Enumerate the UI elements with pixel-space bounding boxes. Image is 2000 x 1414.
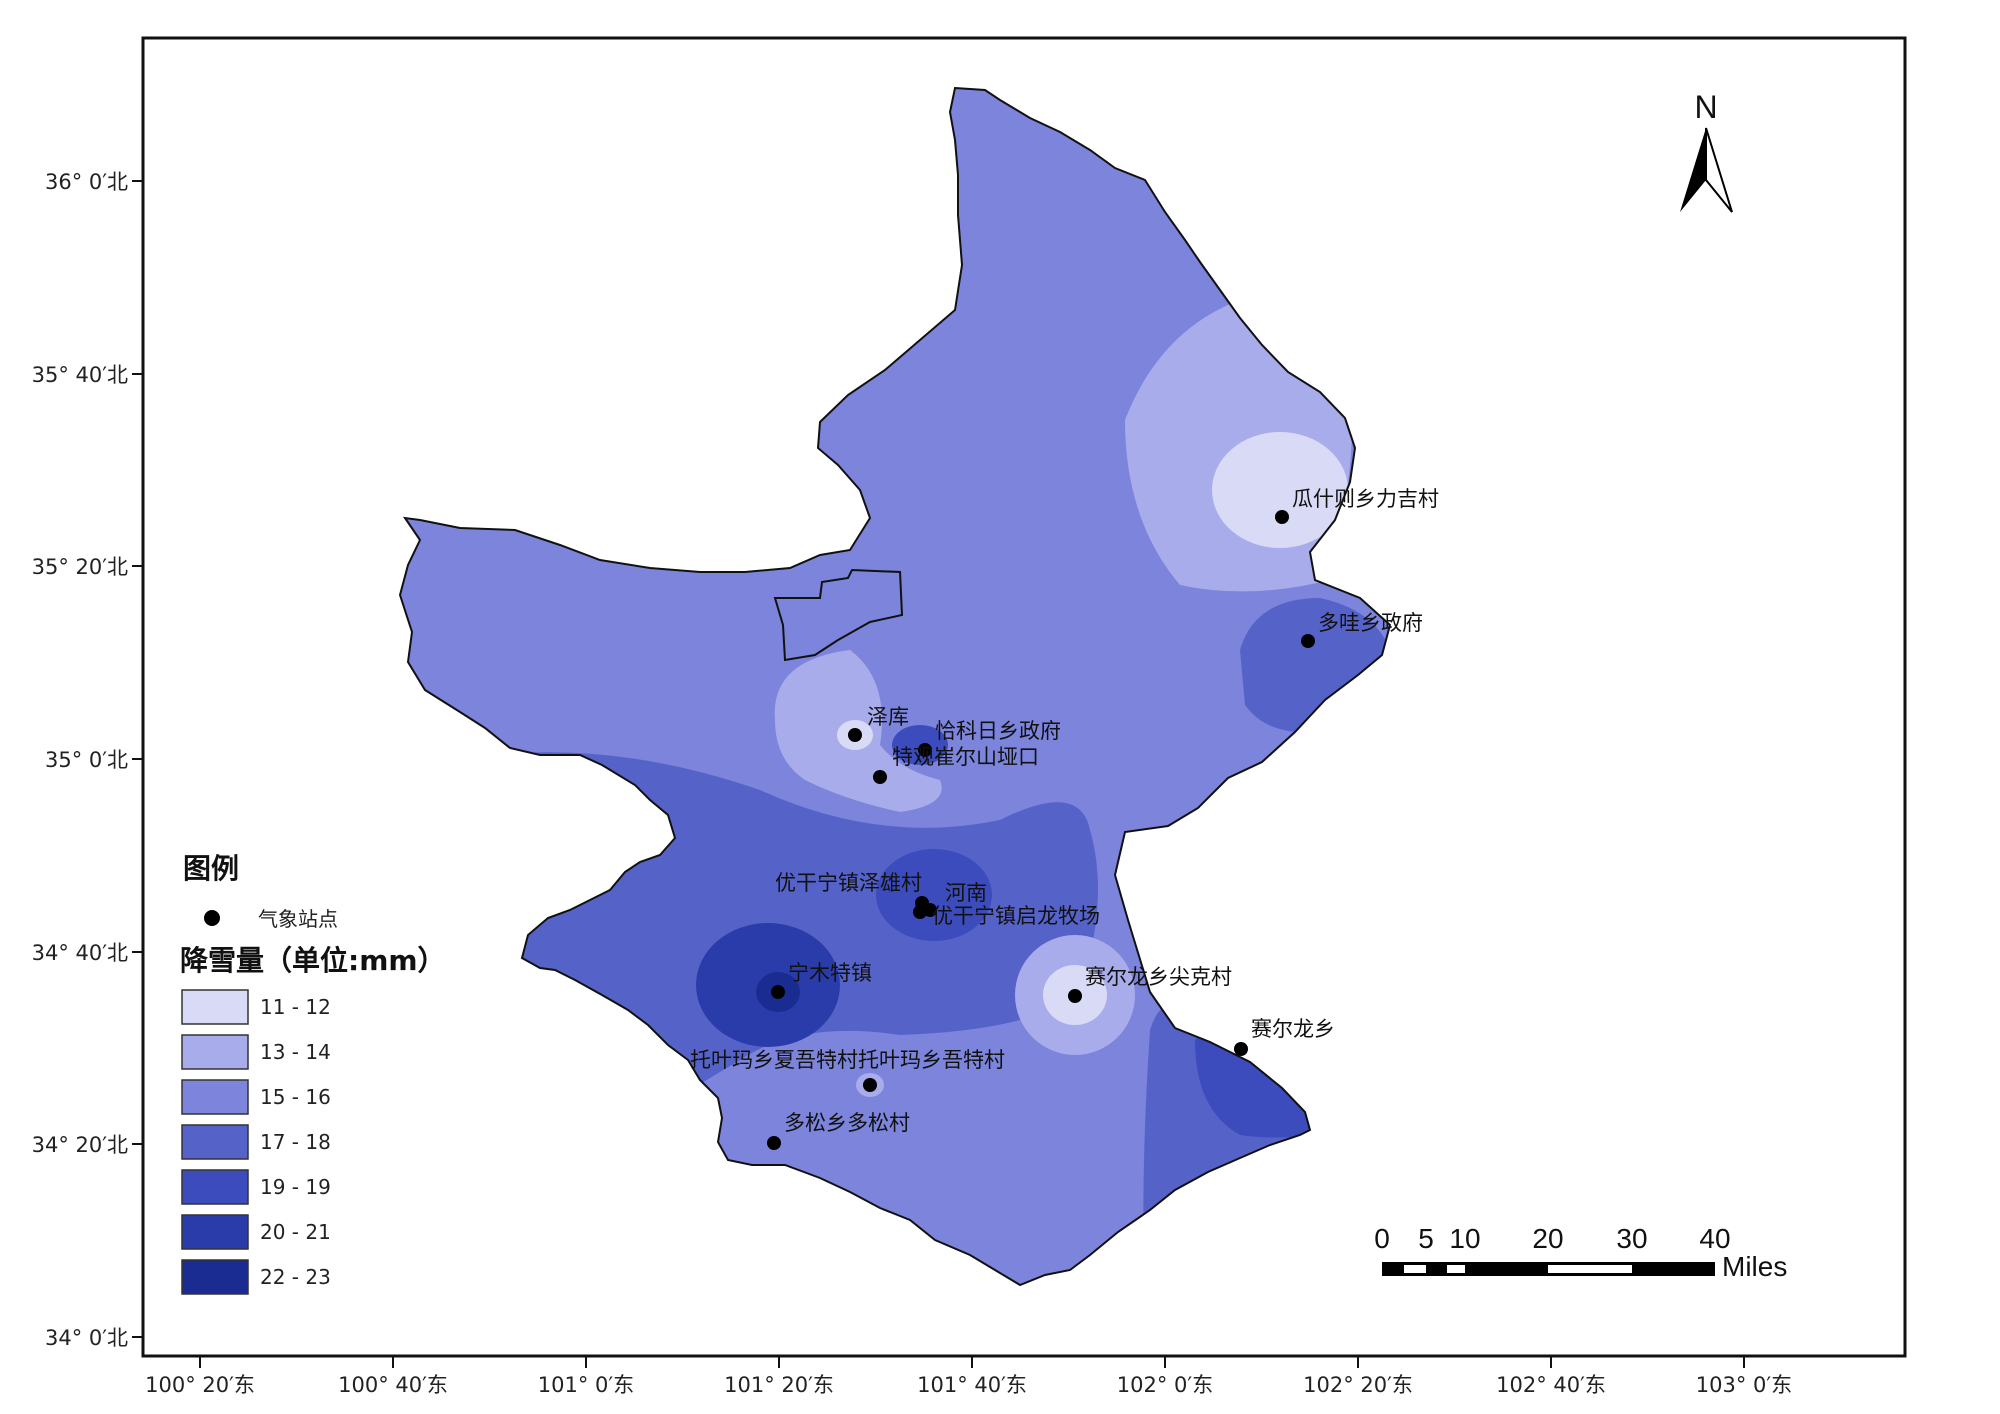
station-label: 多松乡多松村: [784, 1111, 910, 1135]
station-marker[interactable]: [1068, 989, 1082, 1003]
lat-tick-label: 34° 0′北: [45, 1326, 128, 1350]
legend-class-label: 19 - 19: [260, 1175, 331, 1199]
lon-tick-label: 102° 0′东: [1117, 1373, 1213, 1397]
station-marker[interactable]: [1234, 1042, 1248, 1056]
lat-tick-label: 35° 0′北: [45, 748, 128, 772]
legend-class-label: 13 - 14: [260, 1040, 331, 1064]
station-label: 瓜什则乡力吉村: [1292, 487, 1439, 511]
legend: 图例 气象站点 降雪量（单位:mm） 11 - 12 13 - 14 15 - …: [180, 852, 446, 1295]
north-label: N: [1694, 89, 1717, 125]
lon-tick-label: 101° 0′东: [538, 1373, 634, 1397]
lat-tick-label: 35° 20′北: [32, 555, 128, 579]
lat-tick-label: 34° 40′北: [32, 941, 128, 965]
legend-swatch: [181, 1169, 249, 1205]
legend-station-icon: [204, 910, 220, 926]
scale-tick-label: 40: [1699, 1223, 1730, 1254]
scale-bar: 0 5 10 20 30 40 Miles: [1374, 1223, 1787, 1282]
scale-tick-label: 30: [1616, 1223, 1647, 1254]
lon-tick-label: 101° 20′东: [724, 1373, 834, 1397]
legend-station-label: 气象站点: [258, 907, 338, 931]
lon-tick-label: 100° 20′东: [145, 1373, 255, 1397]
station-label: 赛尔龙乡尖克村: [1085, 965, 1232, 989]
north-arrow-icon: N: [1680, 89, 1733, 213]
station-marker[interactable]: [913, 905, 927, 919]
lat-tick-label: 35° 40′北: [32, 363, 128, 387]
legend-snowfall-title: 降雪量（单位:mm）: [180, 944, 446, 977]
legend-class-label: 15 - 16: [260, 1085, 331, 1109]
legend-swatch: [181, 1214, 249, 1250]
legend-swatch: [181, 1124, 249, 1160]
legend-class-label: 11 - 12: [260, 995, 331, 1019]
station-label: 泽库: [867, 705, 909, 729]
station-marker[interactable]: [863, 1078, 877, 1092]
station-label: 赛尔龙乡: [1251, 1017, 1335, 1041]
scale-tick-label: 5: [1418, 1223, 1434, 1254]
station-marker[interactable]: [1301, 634, 1315, 648]
lon-tick-label: 102° 40′东: [1496, 1373, 1606, 1397]
longitude-axis: 100° 20′东 100° 40′东 101° 0′东 101° 20′东 1…: [145, 1356, 1792, 1397]
lat-tick-label: 36° 0′北: [45, 170, 128, 194]
station-label: 优干宁镇泽雄村: [775, 871, 922, 895]
station-label: 宁木特镇: [788, 961, 872, 985]
latitude-axis: 36° 0′北 35° 40′北 35° 20′北 35° 0′北 34° 40…: [32, 170, 143, 1350]
scale-tick-label: 20: [1532, 1223, 1563, 1254]
station-label: 多哇乡政府: [1318, 611, 1423, 635]
legend-class-label: 20 - 21: [260, 1220, 331, 1244]
station-marker[interactable]: [873, 770, 887, 784]
legend-swatch: [181, 1259, 249, 1295]
station-label: 恰科日乡政府: [935, 719, 1061, 743]
station-label: 托叶玛乡夏吾特村托叶玛乡吾特村: [690, 1048, 1005, 1072]
station-label: 河南: [945, 881, 987, 905]
scale-tick-label: 10: [1449, 1223, 1480, 1254]
station-marker[interactable]: [918, 743, 932, 757]
legend-swatch: [181, 1034, 249, 1070]
station-layer: 瓜什则乡力吉村 多哇乡政府 泽库 恰科日乡政府 特观崔尔山垭口 优干宁镇泽雄村 …: [690, 487, 1439, 1150]
lon-tick-label: 102° 20′东: [1303, 1373, 1413, 1397]
legend-title: 图例: [183, 852, 239, 885]
station-label: 特观崔尔山垭口: [892, 745, 1039, 769]
scale-unit: Miles: [1722, 1251, 1787, 1282]
scale-tick-label: 0: [1374, 1223, 1390, 1254]
lon-tick-label: 101° 40′东: [917, 1373, 1027, 1397]
lat-tick-label: 34° 20′北: [32, 1133, 128, 1157]
legend-swatch: [181, 1079, 249, 1115]
station-marker[interactable]: [848, 728, 862, 742]
station-marker[interactable]: [767, 1136, 781, 1150]
station-label: 优干宁镇启龙牧场: [932, 904, 1100, 928]
legend-class-label: 17 - 18: [260, 1130, 331, 1154]
legend-swatch: [181, 989, 249, 1025]
station-marker[interactable]: [771, 985, 785, 999]
legend-class-label: 22 - 23: [260, 1265, 331, 1289]
station-marker[interactable]: [1275, 510, 1289, 524]
lon-tick-label: 100° 40′东: [338, 1373, 448, 1397]
lon-tick-label: 103° 0′东: [1696, 1373, 1792, 1397]
